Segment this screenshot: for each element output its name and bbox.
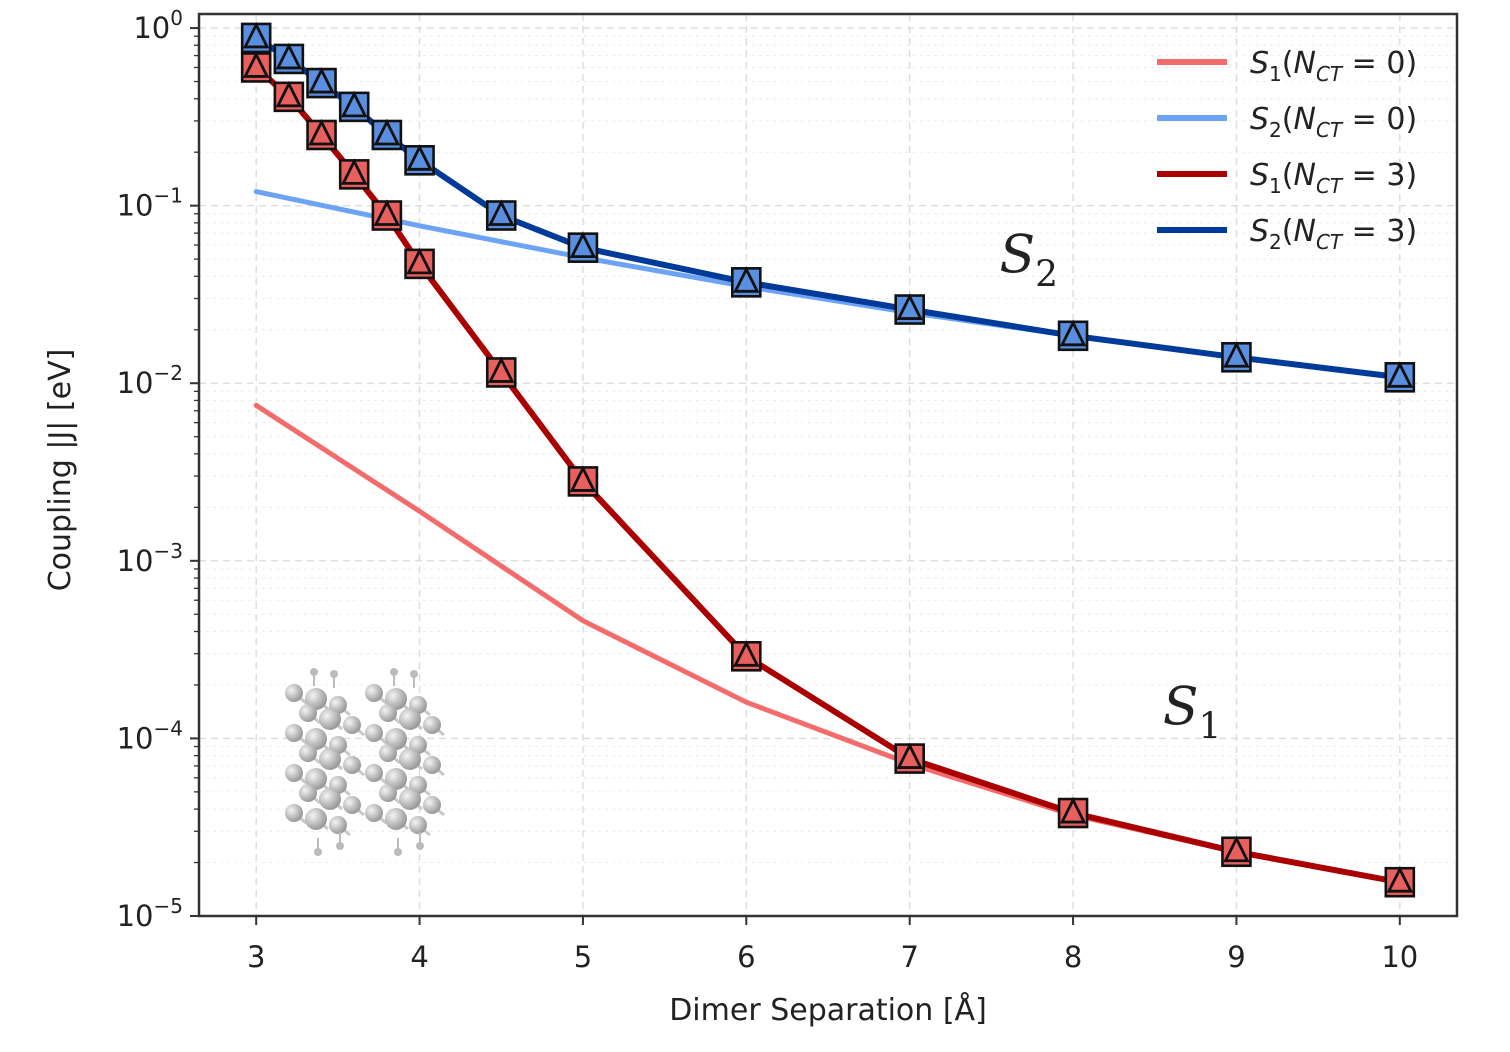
molecule-dimer-image: [285, 668, 445, 856]
y-tick-label: 10−2: [117, 361, 183, 400]
legend-label: S1(NCT = 0): [1250, 46, 1417, 86]
y-tick-label: 10−3: [117, 539, 183, 578]
data-point-triangle: [275, 42, 303, 70]
data-point-triangle: [487, 199, 515, 226]
state-annotations: S2 S1: [1000, 226, 1222, 748]
molecule-atom: [365, 684, 383, 702]
molecule-atom: [399, 788, 421, 810]
x-tick-label: 8: [1064, 940, 1082, 974]
data-point-triangle: [1223, 341, 1250, 368]
x-tick-label: 3: [247, 940, 265, 974]
data-point-triangle: [569, 231, 597, 259]
data-point-triangle: [1223, 835, 1250, 863]
molecule-atom: [299, 744, 317, 762]
molecule-atom: [423, 796, 441, 814]
plot-frame: [197, 12, 1459, 918]
molecule-atom: [343, 796, 361, 814]
legend-label: S2(NCT = 3): [1250, 214, 1417, 254]
axis-ticks: 3 4 5 6 7 8 9 10 100 10−1 10−2 10−3 10−4 10−5: [117, 6, 1419, 974]
legend: S1(NCT = 0) S2(NCT = 0) S1(NCT = 3) S2(NCT …: [1157, 46, 1417, 254]
molecule-hydrogen: [310, 668, 318, 676]
molecule-hydrogen: [410, 670, 418, 678]
state-annotation: S2: [1000, 226, 1059, 296]
molecule-atom: [319, 788, 341, 810]
molecule-atom: [343, 716, 361, 734]
x-tick-label: 4: [410, 940, 428, 974]
x-tick-label: 10: [1381, 940, 1418, 974]
data-point-triangle: [242, 51, 270, 78]
data-point-triangle: [1386, 361, 1414, 388]
legend-label: S2(NCT = 0): [1250, 102, 1417, 142]
data-point-triangle: [308, 118, 335, 146]
molecule-hydrogen: [394, 848, 402, 856]
x-axis-label: Dimer Separation [Å]: [669, 992, 987, 1028]
data-point-triangle: [733, 266, 760, 293]
molecule-atom: [329, 816, 347, 834]
molecule-atom: [365, 764, 383, 782]
molecule-atom: [299, 704, 317, 722]
molecule-atom: [379, 784, 397, 802]
molecule-hydrogen: [330, 670, 338, 678]
y-axis-label: Coupling |J| [eV]: [43, 349, 78, 592]
series-markers: [240, 21, 1416, 898]
molecule-atom: [423, 756, 441, 774]
data-point-triangle: [1386, 866, 1414, 893]
data-point-triangle: [487, 356, 515, 383]
data-point-triangle: [896, 293, 923, 320]
data-point-triangle: [1059, 319, 1087, 347]
molecule-atom: [399, 708, 421, 730]
data-point-triangle: [340, 90, 368, 118]
molecule-hydrogen: [416, 842, 424, 850]
data-point-triangle: [733, 640, 760, 667]
y-tick-label: 10−5: [117, 894, 183, 933]
molecule-atom: [319, 708, 341, 730]
legend-label: S1(NCT = 3): [1250, 158, 1417, 198]
molecule-atom: [285, 724, 303, 742]
y-tick-label: 10−4: [117, 716, 183, 755]
molecule-hydrogen: [390, 668, 398, 676]
data-point-triangle: [896, 742, 923, 769]
data-point-triangle: [373, 118, 401, 146]
data-point-triangle: [242, 21, 270, 49]
data-point-triangle: [373, 199, 401, 226]
molecule-atom: [285, 764, 303, 782]
y-tick-label: 100: [133, 6, 183, 45]
molecule-hydrogen: [314, 848, 322, 856]
molecule-atom: [365, 724, 383, 742]
data-point-triangle: [406, 247, 433, 275]
molecule-atom: [285, 684, 303, 702]
data-point-triangle: [275, 80, 303, 108]
state-annotation: S1: [1163, 677, 1222, 747]
molecule-atom: [409, 816, 427, 834]
x-tick-label: 5: [574, 940, 592, 974]
molecule-atom: [399, 748, 421, 770]
molecule-atom: [299, 784, 317, 802]
x-tick-label: 9: [1227, 940, 1245, 974]
x-tick-label: 6: [737, 940, 755, 974]
molecule-atom: [305, 808, 327, 830]
data-point-triangle: [1059, 796, 1087, 824]
x-tick-label: 7: [900, 940, 918, 974]
data-point-triangle: [569, 465, 597, 492]
molecule-hydrogen: [336, 842, 344, 850]
molecule-atom: [379, 704, 397, 722]
molecule-atom: [423, 716, 441, 734]
y-tick-label: 10−1: [117, 184, 183, 223]
data-point-triangle: [308, 66, 335, 94]
molecule-atom: [379, 744, 397, 762]
molecule-atom: [285, 804, 303, 822]
molecule-atom: [365, 804, 383, 822]
data-point-triangle: [406, 144, 433, 171]
molecule-atom: [343, 756, 361, 774]
data-point-triangle: [340, 158, 368, 185]
molecule-atom: [385, 808, 407, 830]
molecule-atom: [319, 748, 341, 770]
